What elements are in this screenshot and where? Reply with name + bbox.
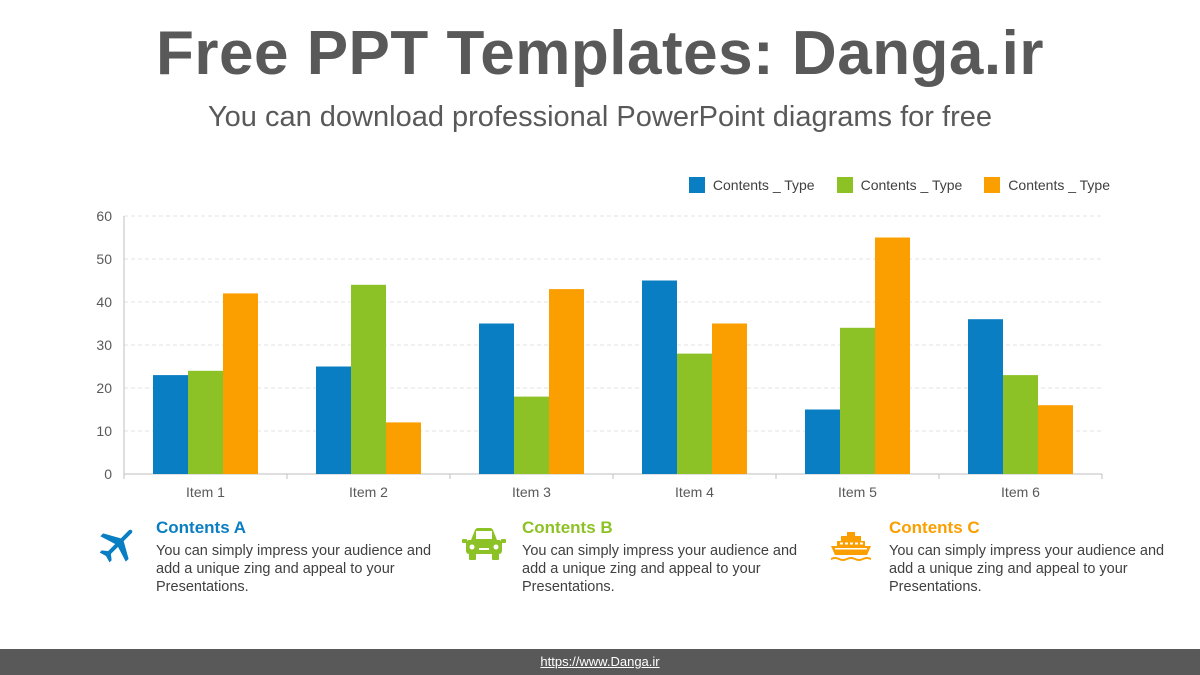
footer-bar: https://www.Danga.ir [0, 649, 1200, 675]
legend-swatch-series-2 [836, 177, 853, 193]
feature-title-a: Contents A [156, 518, 247, 537]
x-tick-label: Item 1 [186, 484, 225, 500]
feature-contents-c: Contents C You can simply impress your a… [831, 518, 1189, 596]
bar [677, 353, 712, 474]
bar [514, 396, 549, 474]
feature-text-a: You can simply impress your audience and… [156, 543, 432, 595]
bar [549, 289, 584, 474]
y-tick-label: 40 [96, 294, 112, 310]
x-tick-label: Item 6 [1001, 484, 1040, 500]
legend-item-series-1: Contents _ Type [688, 177, 815, 193]
ship-icon [831, 532, 871, 561]
bar [968, 319, 1003, 474]
bar [188, 370, 223, 474]
legend-swatch-series-1 [688, 177, 705, 193]
feature-text-c: You can simply impress your audience and… [889, 543, 1165, 595]
feature-title-b: Contents B [522, 518, 613, 537]
legend-item-series-2: Contents _ Type [836, 177, 963, 193]
legend-swatch-series-3 [984, 177, 1001, 193]
feature-contents-a: Contents A You can simply impress your a… [99, 518, 456, 596]
footer-link[interactable]: https://www.Danga.ir [540, 654, 660, 669]
bar [840, 327, 875, 474]
bar [316, 366, 351, 474]
y-tick-label: 30 [96, 337, 112, 353]
bar [805, 409, 840, 474]
bar [875, 237, 910, 474]
y-tick-label: 10 [96, 423, 112, 439]
bar [153, 375, 188, 474]
feature-text-b: You can simply impress your audience and… [522, 543, 798, 595]
y-tick-label: 50 [96, 251, 112, 267]
legend-item-series-3: Contents _ Type [984, 177, 1110, 193]
feature-contents-b: Contents B You can simply impress your a… [462, 518, 822, 596]
car-icon [462, 528, 506, 560]
legend-label-series-2: Contents _ Type [860, 177, 963, 193]
legend-label-series-1: Contents _ Type [712, 177, 815, 193]
legend-label-series-3: Contents _ Type [1008, 177, 1110, 193]
y-tick-label: 60 [96, 208, 112, 224]
y-tick-label: 20 [96, 380, 112, 396]
x-tick-label: Item 2 [349, 484, 388, 500]
bar [1003, 375, 1038, 474]
x-tick-label: Item 5 [838, 484, 877, 500]
airplane-icon [99, 529, 133, 563]
page-title: Free PPT Templates: Danga.ir [156, 19, 1044, 88]
bar [351, 284, 386, 474]
bar [642, 280, 677, 474]
x-tick-label: Item 3 [512, 484, 551, 500]
bar [386, 422, 421, 474]
y-tick-label: 0 [104, 466, 112, 482]
bar [479, 323, 514, 474]
x-tick-label: Item 4 [675, 484, 714, 500]
page-subtitle: You can download professional PowerPoint… [207, 101, 992, 133]
chart-legend: Contents _ Type Contents _ Type Contents… [688, 177, 1110, 193]
bar [1038, 405, 1073, 474]
bar [712, 323, 747, 474]
bar-chart: 0 10 20 30 40 50 60 Item 1 Item 2 Item 3 Item 4 Ite… [96, 208, 1103, 500]
bar [223, 293, 258, 474]
feature-title-c: Contents C [889, 518, 980, 537]
